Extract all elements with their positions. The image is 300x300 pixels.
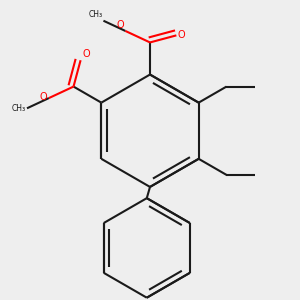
Text: O: O: [117, 20, 124, 30]
Text: CH₃: CH₃: [11, 104, 26, 113]
Text: O: O: [40, 92, 47, 103]
Text: CH₃: CH₃: [88, 10, 103, 19]
Text: O: O: [82, 49, 90, 58]
Text: O: O: [178, 30, 186, 40]
